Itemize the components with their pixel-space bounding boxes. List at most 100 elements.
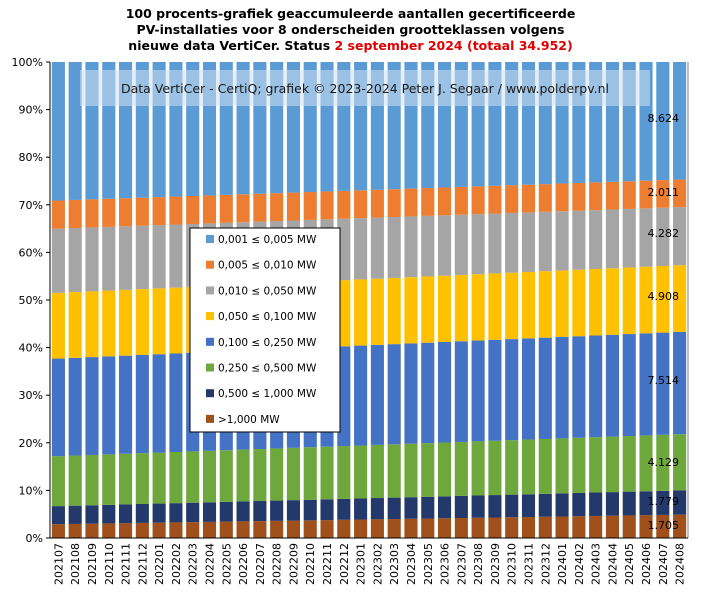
x-tick-label: 202407	[657, 543, 670, 585]
y-tick-label: 80%	[19, 151, 43, 164]
bar-segment-202210-1	[303, 520, 317, 538]
legend-swatch	[206, 337, 214, 346]
legend-entry: 0,001 ≤ 0,005 MW	[218, 234, 317, 246]
bar-segment-202304-4	[404, 343, 418, 444]
bar-segment-202307-2	[454, 495, 468, 519]
bar-segment-202107-8	[51, 62, 65, 201]
bar-segment-202406-2	[639, 491, 653, 516]
bar-segment-202302-5	[370, 278, 384, 345]
bar-segment-202302-2	[370, 498, 384, 520]
legend-swatch	[206, 312, 214, 321]
bar-segment-202308-5	[471, 274, 485, 341]
last-bar-value-label: 7.514	[648, 374, 680, 387]
bar-segment-202304-2	[404, 497, 418, 519]
legend-entry: 0,100 ≤ 0,250 MW	[218, 337, 317, 349]
legend-swatch	[206, 286, 214, 295]
bar-segment-202401-7	[555, 183, 569, 212]
bar-segment-202403-2	[589, 492, 603, 516]
bar-segment-202401-2	[555, 493, 569, 517]
last-bar-value-label: 1.779	[648, 495, 680, 508]
title-line-2: PV-installaties voor 8 onderscheiden gro…	[136, 22, 565, 37]
bar-segment-202406-5	[639, 266, 653, 334]
x-tick-label: 202203	[187, 543, 200, 585]
bar-segment-202212-4	[337, 346, 351, 447]
bar-segment-202212-6	[337, 218, 351, 281]
x-tick-label: 202306	[439, 543, 452, 585]
bar-segment-202108-7	[68, 199, 82, 229]
bar-segment-202311-2	[521, 494, 536, 517]
bar-segment-202402-6	[572, 210, 586, 270]
legend-entry: 0,010 ≤ 0,050 MW	[218, 285, 317, 297]
x-tick-label: 202205	[220, 543, 233, 585]
bar-segment-202405-2	[622, 491, 636, 516]
bar-segment-202201-1	[152, 522, 166, 538]
bar-segment-202205-3	[219, 450, 233, 502]
bar-segment-202112-3	[135, 453, 149, 504]
bar-segment-202201-4	[152, 354, 166, 453]
bar-segment-202312-2	[538, 493, 552, 517]
x-tick-label: 202311	[523, 543, 536, 585]
bar-segment-202310-5	[505, 272, 519, 340]
bar-segment-202305-3	[421, 443, 435, 497]
last-bar-value-label: 4.129	[648, 456, 680, 469]
bar-segment-202406-1	[639, 515, 653, 538]
bar-segment-202403-3	[589, 437, 603, 493]
bar-segment-202406-4	[639, 333, 653, 436]
bar-segment-202310-1	[505, 517, 519, 538]
x-tick-label: 202111	[120, 543, 133, 585]
bar-segment-202408-1	[673, 514, 687, 538]
x-tick-label: 202406	[640, 543, 653, 585]
bar-segment-202408-8	[673, 62, 687, 180]
bar-segment-202109-4	[85, 357, 99, 455]
title-line-1: 100 procents-grafiek geaccumuleerde aant…	[125, 6, 576, 21]
bar-segment-202305-7	[421, 188, 435, 216]
legend-entry: 0,050 ≤ 0,100 MW	[218, 311, 317, 323]
bar-segment-202301-2	[354, 498, 368, 520]
bar-segment-202404-7	[605, 181, 619, 210]
last-bar-value-label: 1.705	[648, 519, 680, 532]
bar-segment-202207-2	[253, 501, 267, 522]
bar-segment-202304-1	[404, 518, 418, 538]
bar-segment-202205-1	[219, 521, 233, 538]
bar-segment-202311-3	[521, 439, 536, 495]
bar-segment-202207-7	[253, 193, 267, 222]
bar-segment-202403-1	[589, 515, 603, 538]
title-line-3-prefix: nieuwe data VertiCer. Status	[128, 38, 335, 53]
bar-segment-202303-5	[387, 277, 401, 345]
bar-segment-202307-7	[454, 186, 468, 215]
bar-segment-202112-6	[135, 225, 149, 290]
bar-segment-202310-6	[505, 212, 519, 273]
x-tick-label: 202201	[153, 543, 166, 585]
bar-segment-202310-7	[505, 185, 519, 213]
bar-segment-202405-6	[622, 208, 636, 268]
bar-segment-202109-2	[85, 505, 99, 524]
bar-segment-202112-2	[135, 503, 149, 523]
bar-segment-202203-3	[186, 451, 200, 503]
bar-segment-202404-5	[605, 268, 619, 335]
x-tick-label: 202110	[103, 543, 116, 585]
bar-segment-202308-1	[471, 517, 485, 538]
bar-segment-202306-5	[438, 275, 452, 342]
bar-segment-202302-6	[370, 217, 384, 279]
bar-segment-202302-4	[370, 344, 384, 445]
bar-segment-202301-5	[354, 279, 368, 346]
bar-segment-202401-1	[555, 516, 569, 538]
bar-segment-202202-7	[169, 196, 183, 225]
x-tick-label: 202208	[271, 543, 284, 585]
bar-segment-202109-6	[85, 227, 99, 292]
bar-segment-202107-4	[51, 358, 65, 457]
legend-swatch	[206, 235, 214, 243]
x-tick-label: 202206	[237, 543, 250, 585]
bar-segment-202305-4	[421, 342, 435, 444]
bar-segment-202311-7	[521, 184, 536, 213]
bar-segment-202209-2	[286, 500, 300, 521]
legend-entry: 0,500 ≤ 1,000 MW	[218, 388, 317, 400]
bar-segment-202108-3	[68, 455, 82, 506]
bar-segment-202404-1	[605, 515, 619, 538]
bar-segment-202407-2	[656, 490, 670, 515]
bar-segment-202111-6	[119, 226, 133, 290]
bar-segment-202308-4	[471, 340, 485, 442]
bar-segment-202304-5	[404, 277, 418, 344]
x-tick-label: 202405	[623, 543, 636, 585]
